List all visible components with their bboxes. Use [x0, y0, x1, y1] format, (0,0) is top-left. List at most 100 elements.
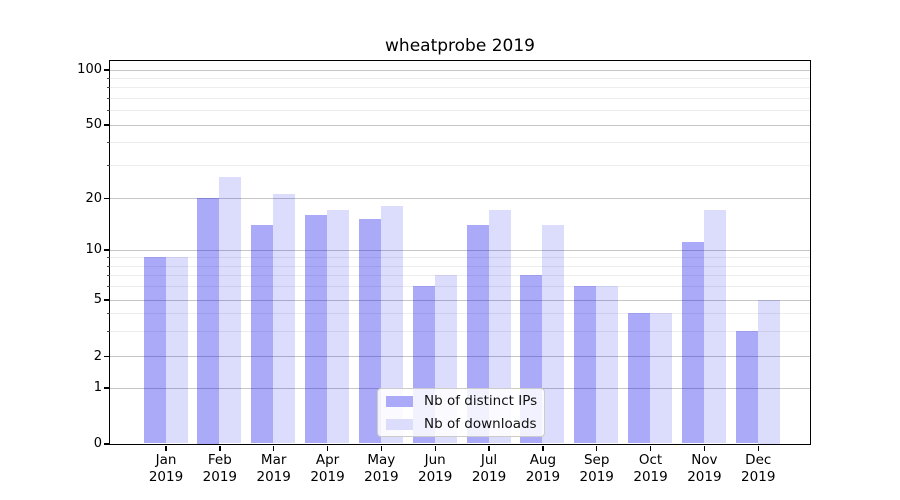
x-tick-label: Aug 2019 [525, 452, 561, 485]
x-tick-label: Nov 2019 [687, 452, 722, 485]
y-axis-tick [104, 355, 110, 358]
bar-distinct-ips-apr [305, 214, 328, 444]
y-minor-gridline [110, 142, 810, 144]
y-major-gridline [110, 124, 810, 126]
x-tick-label: Dec 2019 [741, 452, 776, 485]
y-minor-gridline [110, 110, 810, 112]
y-tick-label: 2 [93, 348, 102, 364]
bar-distinct-ips-dec [735, 330, 758, 444]
bar-downloads-may [380, 205, 403, 444]
bar-distinct-ips-feb [197, 198, 220, 444]
y-axis-minor-tick [107, 165, 110, 167]
y-tick-label: 1 [93, 380, 102, 395]
y-major-gridline [110, 198, 810, 199]
x-axis-tick [757, 445, 759, 451]
bar-distinct-ips-sep [574, 286, 597, 444]
y-axis-minor-tick [107, 257, 110, 259]
x-axis-tick [649, 445, 652, 451]
y-minor-gridline [110, 265, 810, 267]
y-tick-label: 100 [77, 62, 102, 77]
y-tick-label: 5 [93, 292, 102, 307]
bar-downloads-feb [219, 176, 242, 444]
bar-downloads-jul [488, 210, 511, 444]
y-minor-gridline [110, 286, 810, 288]
legend-swatch-downloads-icon [386, 418, 413, 430]
y-major-gridline [110, 249, 810, 251]
legend-label: Nb of downloads [424, 416, 537, 432]
x-tick-label: Mar 2019 [256, 452, 291, 485]
y-minor-gridline [110, 275, 810, 277]
legend-item-downloads: Nb of downloads [386, 416, 537, 432]
x-tick-label: Feb 2019 [202, 452, 237, 485]
y-axis-minor-tick [107, 265, 110, 267]
x-tick-label: Sep 2019 [579, 452, 614, 485]
y-minor-gridline [110, 87, 810, 89]
y-major-gridline [110, 299, 810, 301]
y-tick-label: 20 [85, 190, 102, 206]
y-axis-minor-tick [107, 87, 110, 89]
y-major-gridline [110, 69, 810, 71]
y-axis-tick [104, 299, 110, 301]
x-axis-tick [272, 445, 275, 451]
bar-downloads-oct [650, 313, 673, 444]
y-axis-minor-tick [107, 142, 110, 144]
bar-downloads-apr [327, 210, 350, 444]
bar-downloads-nov [703, 210, 726, 444]
y-minor-gridline [110, 165, 810, 167]
y-axis-tick [104, 387, 110, 389]
y-axis-tick [104, 197, 110, 200]
y-tick-label: 10 [85, 242, 102, 257]
x-axis-tick [326, 445, 329, 451]
bar-downloads-mar [273, 194, 296, 444]
x-tick-label: Apr 2019 [310, 452, 345, 485]
y-tick-label: 50 [85, 117, 102, 132]
y-major-gridline [110, 356, 810, 357]
bar-downloads-aug [542, 224, 565, 444]
x-axis-tick [434, 445, 436, 451]
bar-downloads-sep [596, 286, 619, 444]
y-axis-minor-tick [107, 97, 110, 99]
x-tick-label: May 2019 [364, 452, 399, 485]
y-minor-gridline [110, 97, 810, 99]
x-axis-tick [542, 445, 544, 451]
legend-swatch-distinct-ips-icon [386, 395, 413, 407]
y-axis-tick [104, 69, 110, 71]
chart-title: wheatprobe 2019 [385, 36, 535, 56]
y-axis-tick [104, 443, 110, 445]
y-axis-minor-tick [107, 330, 110, 332]
y-minor-gridline [110, 77, 810, 79]
x-tick-label: Jul 2019 [471, 452, 507, 485]
y-axis-minor-tick [107, 313, 110, 315]
bar-distinct-ips-may [358, 219, 381, 444]
x-axis-tick [488, 445, 490, 451]
x-tick-label: Jan 2019 [148, 452, 184, 485]
legend-item-distinct-ips: Nb of distinct IPs [386, 393, 538, 409]
bar-distinct-ips-mar [251, 224, 274, 444]
y-axis-minor-tick [107, 286, 110, 288]
bar-downloads-dec [757, 299, 780, 444]
x-axis-tick [596, 445, 598, 451]
bar-distinct-ips-oct [628, 313, 651, 444]
x-tick-label: Oct 2019 [633, 452, 668, 485]
bar-distinct-ips-jan [143, 257, 166, 444]
x-axis-tick [165, 445, 167, 451]
x-tick-label: Jun 2019 [418, 452, 453, 485]
x-axis-tick [703, 445, 706, 451]
bar-distinct-ips-nov [681, 242, 704, 444]
y-axis-minor-tick [107, 110, 110, 112]
y-axis-minor-tick [107, 77, 110, 79]
legend-label: Nb of distinct IPs [424, 393, 538, 409]
x-axis-tick [219, 445, 221, 451]
y-axis-minor-tick [107, 275, 110, 277]
y-axis-tick [104, 124, 110, 126]
y-minor-gridline [110, 330, 810, 332]
y-tick-label: 0 [93, 436, 102, 451]
y-minor-gridline [110, 257, 810, 259]
bar-downloads-jan [165, 257, 188, 444]
plot-area [109, 60, 811, 445]
x-axis-tick [380, 445, 383, 451]
y-minor-gridline [110, 313, 810, 315]
legend: Nb of distinct IPs Nb of downloads [377, 388, 545, 437]
y-axis-tick [104, 249, 110, 251]
